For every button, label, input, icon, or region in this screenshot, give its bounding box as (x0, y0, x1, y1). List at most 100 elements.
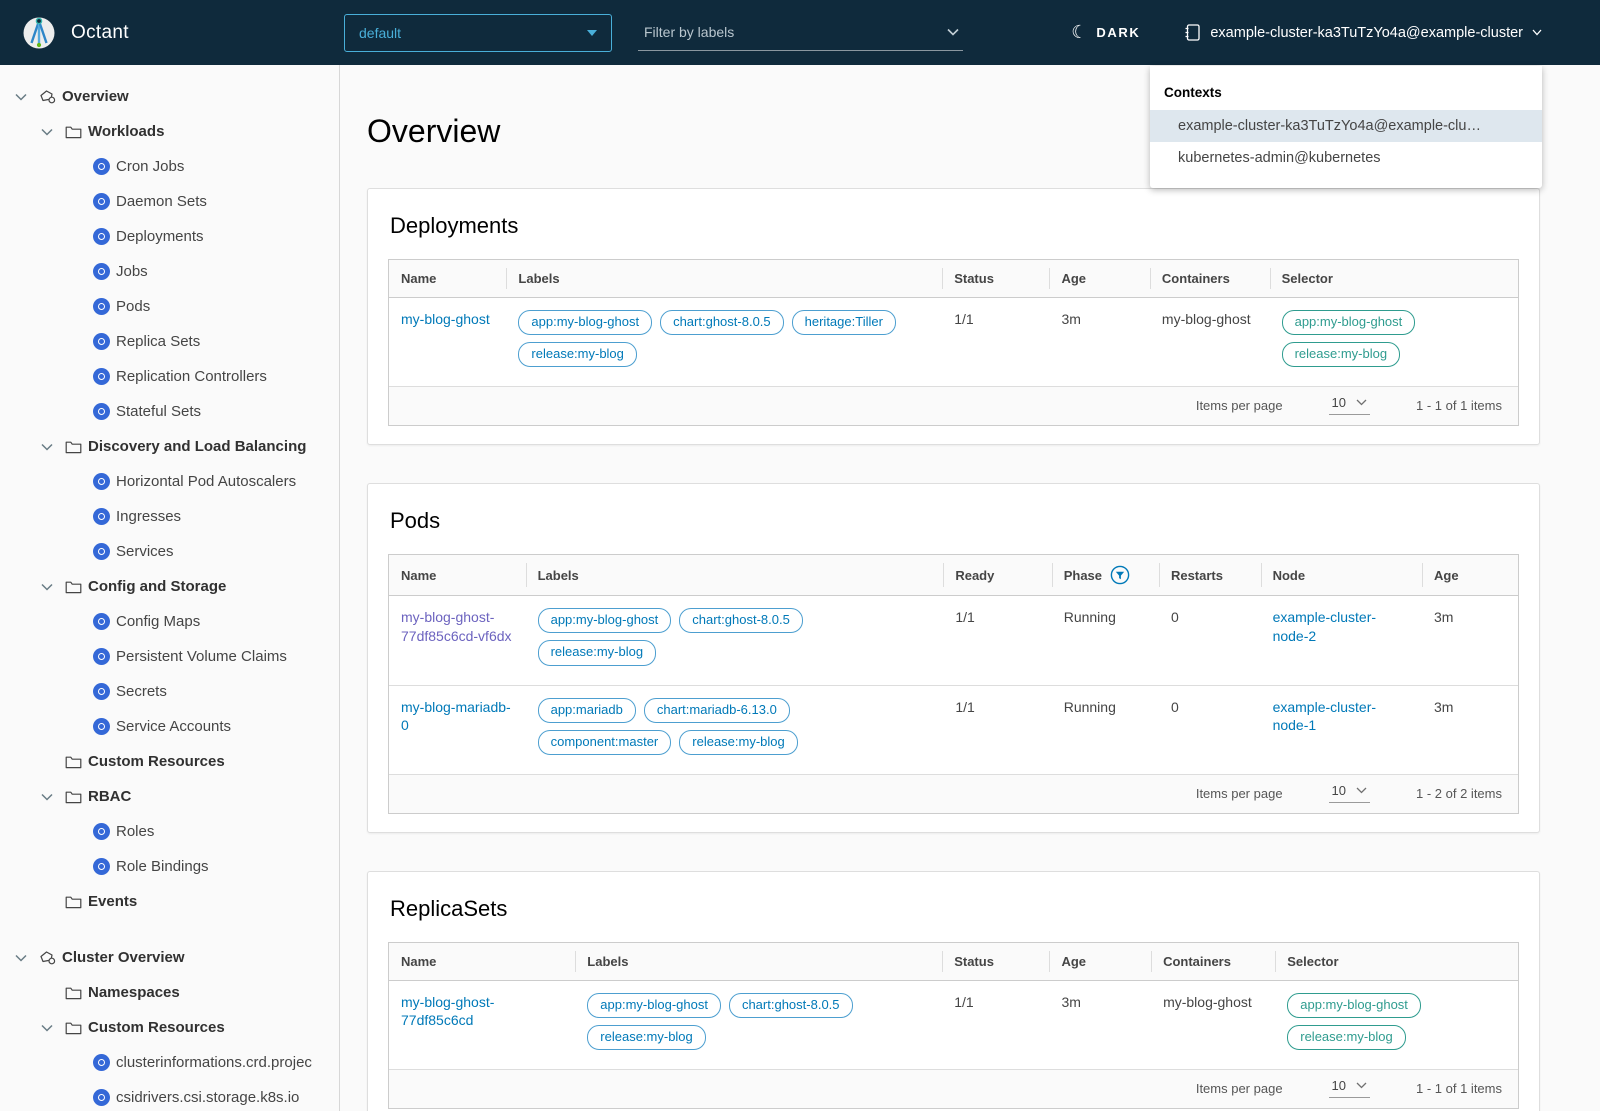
sidebar-item-deployments[interactable]: Deployments (0, 219, 339, 254)
sidebar-item-namespaces[interactable]: Namespaces (0, 975, 339, 1010)
column-header-label: Selector (1281, 270, 1333, 286)
sidebar-item-overview[interactable]: Overview (0, 79, 339, 114)
sidebar-item-horizontal-pod-autoscalers[interactable]: Horizontal Pod Autoscalers (0, 464, 339, 499)
items-per-page-select[interactable]: 10 (1328, 395, 1371, 415)
sidebar-item-stateful-sets[interactable]: Stateful Sets (0, 394, 339, 429)
sidebar-item-persistent-volume-claims[interactable]: Persistent Volume Claims (0, 639, 339, 674)
sidebar-item-replica-sets[interactable]: Replica Sets (0, 324, 339, 359)
sidebar-item-config-and-storage[interactable]: Config and Storage (0, 569, 339, 604)
sidebar-item-service-accounts[interactable]: Service Accounts (0, 709, 339, 744)
folder-icon (60, 125, 86, 139)
table-row: my-blog-mariadb-0 app:mariadb chart:mariad… (389, 684, 1518, 774)
theme-toggle[interactable]: ☾ DARK (1071, 23, 1141, 42)
column-header-name: Name (389, 260, 507, 298)
replicasets-card-title: ReplicaSets (390, 896, 508, 921)
sidebar-item-roles[interactable]: Roles (0, 814, 339, 849)
context-menu-item[interactable]: kubernetes-admin@kubernetes (1178, 150, 1381, 166)
sidebar-item-config-maps[interactable]: Config Maps (0, 604, 339, 639)
sidebar-item-services[interactable]: Services (0, 534, 339, 569)
labels-cell: app:my-blog-ghost chart:ghost-8.0.5 releas… (526, 596, 944, 686)
sidebar-item-label: Replica Sets (116, 333, 201, 350)
chevron-down-icon[interactable] (34, 793, 60, 801)
text-cell: my-blog-ghost (1163, 993, 1252, 1010)
sidebar-item-label: Roles (116, 823, 155, 840)
pods-icon (88, 298, 114, 315)
data-table: Name Labels Ready Phase Restarts Node Age my-bl… (389, 555, 1518, 774)
items-per-page-select[interactable]: 10 (1328, 1078, 1371, 1098)
sidebar-item-custom-resources[interactable]: Custom Resources (0, 1010, 339, 1045)
name-cell: my-blog-ghost (389, 297, 506, 386)
label-filter-input[interactable] (642, 23, 947, 41)
label-chip: chart:ghost-8.0.5 (679, 608, 803, 634)
sidebar-item-label: Overview (62, 88, 129, 105)
filter-icon[interactable] (1110, 565, 1130, 585)
folder-icon (60, 790, 86, 804)
chevron-down-icon[interactable] (34, 443, 60, 451)
services-icon (88, 543, 114, 560)
resource-link[interactable]: my-blog-ghost-77df85c6cd (401, 993, 495, 1029)
column-header-selector: Selector (1269, 260, 1518, 298)
resource-link[interactable]: my-blog-ghost (401, 310, 490, 327)
sidebar-item-jobs[interactable]: Jobs (0, 254, 339, 289)
column-header-label: Containers (1161, 270, 1230, 286)
resource-link[interactable]: example-cluster-node-1 (1272, 698, 1377, 734)
chevron-down-icon[interactable] (34, 583, 60, 591)
sidebar-item-cron-jobs[interactable]: Cron Jobs (0, 149, 339, 184)
sidebar-item-csidrivers-csi-storage-k8s-io[interactable]: csidrivers.csi.storage.k8s.io (0, 1080, 339, 1111)
items-per-page-value: 10 (1331, 395, 1347, 410)
pods-table: Name Labels Ready Phase Restarts Node Age my-bl… (388, 554, 1519, 814)
items-per-page-label: Items per page (1195, 1080, 1283, 1096)
chevron-down-icon[interactable] (34, 128, 60, 136)
column-header-restarts: Restarts (1158, 555, 1261, 596)
caret-down-icon (587, 29, 597, 36)
theme-toggle-label: DARK (1096, 25, 1141, 40)
labels-cell: app:my-blog-ghost chart:ghost-8.0.5 herita… (506, 297, 942, 386)
text-cell: 0 (1158, 684, 1261, 774)
label-chip: app:my-blog-ghost (537, 608, 672, 634)
sidebar-item-pods[interactable]: Pods (0, 289, 339, 324)
sidebar-item-role-bindings[interactable]: Role Bindings (0, 849, 339, 884)
items-per-page-value: 10 (1331, 783, 1347, 798)
resource-link[interactable]: example-cluster-node-2 (1272, 609, 1377, 644)
sidebar-item-label: Pods (116, 298, 151, 315)
sidebar-item-rbac[interactable]: RBAC (0, 779, 339, 814)
sidebar-item-events[interactable]: Events (0, 884, 339, 919)
csidrivers-icon (88, 1089, 114, 1106)
chevron-down-icon[interactable] (34, 1024, 60, 1032)
items-per-page-select[interactable]: 10 (1328, 783, 1371, 803)
sidebar-item-ingresses[interactable]: Ingresses (0, 499, 339, 534)
sidebar-item-cluster-overview[interactable]: Cluster Overview (0, 940, 339, 975)
chevron-down-icon[interactable] (8, 954, 34, 962)
folder-icon (60, 440, 86, 454)
resource-link[interactable]: my-blog-ghost-77df85c6cd-vf6dx (401, 609, 512, 644)
column-header-label: Name (401, 567, 437, 583)
contexts-menu-list: example-cluster-ka3TuTzYo4a@example-clu…… (1150, 110, 1542, 174)
sidebar-item-label: Service Accounts (116, 718, 232, 735)
label-chip: release:my-blog (537, 640, 657, 666)
app-brand[interactable]: Octant (0, 16, 344, 50)
context-menu-item[interactable]: example-cluster-ka3TuTzYo4a@example-clu… (1150, 110, 1542, 142)
column-header-label: Age (1061, 953, 1087, 969)
deployments-card-title: Deployments (390, 213, 519, 238)
label-chip: component:master (537, 729, 672, 755)
sidebar-item-discovery-and-load-balancing[interactable]: Discovery and Load Balancing (0, 429, 339, 464)
context-selector[interactable]: example-cluster-ka3TuTzYo4a@example-clus… (1184, 23, 1542, 42)
sidebar-item-daemon-sets[interactable]: Daemon Sets (0, 184, 339, 219)
sidebar-item-workloads[interactable]: Workloads (0, 114, 339, 149)
column-header-label: Status (954, 953, 994, 969)
table-row: my-blog-ghost-77df85c6cd app:my-blog-ghos… (389, 980, 1518, 1069)
namespace-select[interactable]: default (344, 13, 612, 52)
sidebar-item-replication-controllers[interactable]: Replication Controllers (0, 359, 339, 394)
table-row: my-blog-ghost app:my-blog-ghost chart:ghos… (389, 297, 1518, 386)
column-header-status: Status (942, 943, 1050, 981)
chevron-down-icon[interactable] (947, 28, 959, 36)
resource-link[interactable]: my-blog-mariadb-0 (401, 698, 511, 734)
chevron-down-icon[interactable] (8, 93, 34, 101)
sidebar-item-custom-resources[interactable]: Custom Resources (0, 744, 339, 779)
applications-icon (34, 950, 60, 965)
column-header-label: Node (1272, 567, 1306, 583)
sidebar-item-secrets[interactable]: Secrets (0, 674, 339, 709)
text-cell: 1/1 (943, 684, 1052, 774)
sidebar-item-clusterinformations-crd-projec[interactable]: clusterinformations.crd.projec (0, 1045, 339, 1080)
folder-icon (60, 1021, 86, 1035)
